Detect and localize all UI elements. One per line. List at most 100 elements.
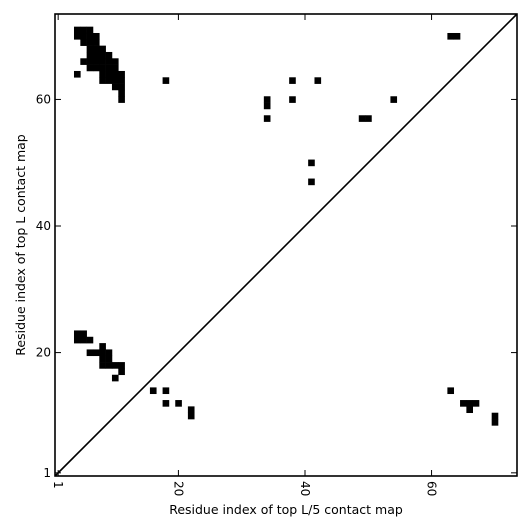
contact-cell-lower [472, 400, 480, 407]
x-tick-label: 20 [171, 481, 185, 496]
contact-cell-lower [460, 400, 467, 407]
contact-cell-upper [92, 58, 100, 65]
contact-cell-lower [118, 362, 125, 369]
contact-cell-upper [289, 96, 296, 103]
contact-cell-lower [92, 349, 100, 357]
contact-cell-lower [73, 330, 81, 338]
contact-cell-upper [111, 64, 119, 72]
contact-cell-upper [86, 45, 94, 53]
contact-cell-upper [86, 32, 94, 40]
contact-cell-upper [308, 159, 315, 167]
x-tick-label: 1 [51, 481, 65, 489]
contact-cell-upper [80, 39, 87, 46]
contact-cell-lower [187, 412, 195, 420]
contact-cell-upper [105, 51, 113, 59]
y-tick-label: 60 [36, 92, 51, 106]
contact-cell-lower [466, 406, 473, 414]
contact-cell-upper [162, 77, 170, 84]
contact-cell-lower [111, 374, 119, 382]
contact-cell-upper [111, 70, 119, 78]
contact-cell-lower [491, 412, 499, 420]
contact-cell-upper [118, 89, 125, 97]
contact-cell-lower [99, 355, 106, 363]
contact-cell-lower [86, 349, 94, 357]
contact-cell-upper [86, 58, 94, 65]
contact-cell-lower [447, 387, 455, 395]
contact-cell-upper [111, 58, 119, 65]
contact-cell-upper [263, 115, 271, 122]
contact-cell-upper [99, 58, 106, 65]
contact-cell-upper [453, 32, 461, 40]
contact-cell-upper [92, 51, 100, 59]
contact-cell-lower [149, 387, 157, 395]
contact-cell-upper [118, 70, 125, 78]
contact-cell-lower [80, 336, 87, 344]
contact-cell-upper [86, 51, 94, 59]
contact-cell-upper [105, 58, 113, 65]
contact-cell-upper [390, 96, 398, 103]
contact-cell-lower [99, 362, 106, 369]
contact-cell-lower [99, 349, 106, 357]
contact-cells [73, 26, 499, 426]
contact-cell-upper [99, 45, 106, 53]
y-tick-label: 20 [36, 346, 51, 360]
contact-cell-upper [118, 83, 125, 91]
y-tick-label: 40 [36, 219, 51, 233]
contact-cell-upper [92, 39, 100, 46]
contact-cell-upper [105, 77, 113, 84]
contact-cell-upper [118, 96, 125, 103]
y-tick-label: 1 [43, 466, 51, 480]
contact-cell-upper [92, 45, 100, 53]
contact-cell-upper [118, 77, 125, 84]
contact-cell-upper [99, 70, 106, 78]
contact-cell-lower [118, 368, 125, 376]
axis-ticks: 1 20 40 60 1 20 40 60 [36, 14, 517, 496]
plot-frame [54, 13, 518, 477]
contact-cell-upper [263, 102, 271, 110]
contact-cell-lower [86, 336, 94, 344]
contact-cell-upper [99, 51, 106, 59]
contact-cell-upper [308, 178, 315, 186]
contact-cell-lower [80, 330, 87, 338]
contact-cell-upper [365, 115, 372, 122]
contact-cell-upper [447, 32, 455, 40]
contact-cell-upper [86, 26, 94, 34]
contact-cell-upper [105, 70, 113, 78]
contact-cell-upper [73, 70, 81, 78]
contact-cell-upper [105, 64, 113, 72]
contact-cell-upper [86, 64, 94, 72]
contact-cell-lower [491, 419, 499, 426]
contact-cell-lower [466, 400, 473, 407]
contact-cell-upper [358, 115, 366, 122]
contact-cell-lower [73, 336, 81, 344]
x-axis-title: Residue index of top L/5 contact map [169, 502, 403, 517]
contact-cell-lower [162, 387, 170, 395]
contact-cell-lower [162, 400, 170, 407]
contact-cell-upper [80, 26, 87, 34]
contact-cell-lower [105, 362, 113, 369]
contact-cell-lower [111, 362, 119, 369]
contact-cell-lower [175, 400, 182, 407]
diagonal-line [54, 13, 518, 477]
contact-cell-upper [92, 32, 100, 40]
x-tick-label: 40 [298, 481, 312, 496]
contact-cell-upper [73, 32, 81, 40]
x-tick-label: 60 [425, 481, 439, 496]
contact-cell-lower [105, 349, 113, 357]
contact-cell-upper [80, 32, 87, 40]
contact-cell-upper [80, 58, 87, 65]
contact-cell-upper [92, 64, 100, 72]
contact-cell-upper [111, 77, 119, 84]
contact-cell-upper [111, 83, 119, 91]
contact-cell-upper [86, 39, 94, 46]
contact-cell-upper [99, 64, 106, 72]
contact-cell-lower [187, 406, 195, 414]
contact-cell-lower [105, 355, 113, 363]
y-axis-title: Residue index of top L contact map [13, 134, 28, 355]
contact-cell-lower [99, 343, 106, 350]
contact-cell-upper [73, 26, 81, 34]
contact-cell-upper [314, 77, 322, 84]
contact-cell-upper [289, 77, 296, 84]
contact-cell-upper [263, 96, 271, 103]
